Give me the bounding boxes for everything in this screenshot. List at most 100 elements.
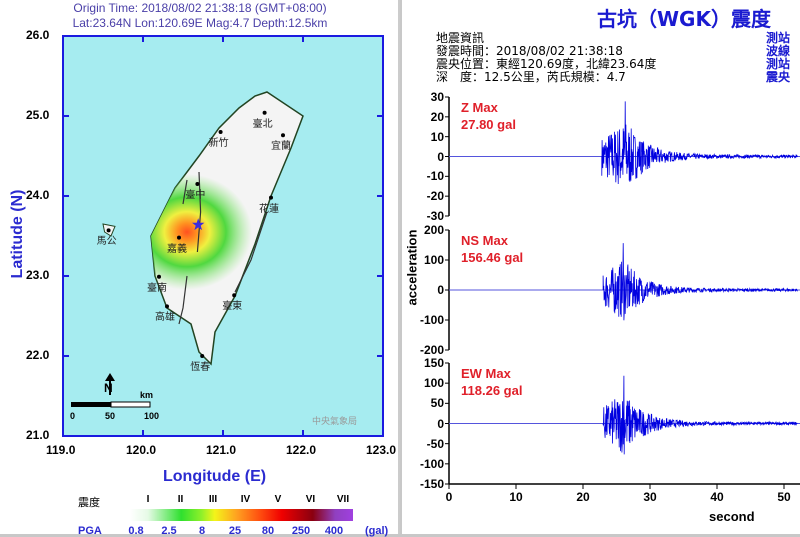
intensity-level-label: IV — [240, 494, 251, 505]
city-label: 臺東 — [222, 301, 243, 313]
pga-unit: (gal) — [365, 525, 389, 537]
info-title: 地震資訊 — [436, 31, 485, 45]
intensity-level-label: V — [274, 494, 282, 505]
longitude-tick: 119.0 — [46, 443, 76, 457]
y-tick-label: 30 — [430, 90, 444, 104]
max-value-ns: 156.46 gal — [461, 250, 524, 265]
city-dot — [269, 195, 273, 200]
intensity-legend-label: 震度 — [78, 496, 100, 509]
info-link-4[interactable]: 震央 — [766, 70, 791, 84]
y-tick-label: -20 — [426, 189, 444, 204]
scale-label: 0 — [70, 411, 76, 421]
pga-threshold-label: 80 — [261, 525, 275, 537]
fault-line — [196, 171, 202, 253]
x-tick-label: 30 — [643, 490, 657, 504]
city-dot — [200, 354, 205, 358]
pga-threshold-label: 8 — [198, 525, 206, 537]
longitude-tick: 121.0 — [206, 443, 237, 457]
city-dot — [262, 110, 267, 115]
y-tick-label: -10 — [426, 169, 444, 184]
y-tick-label: 150 — [423, 356, 444, 370]
y-tick-label: 10 — [430, 129, 444, 144]
info-link-2[interactable]: 波線 — [766, 44, 791, 58]
taiwan-map — [62, 35, 384, 437]
city-dot — [281, 133, 285, 138]
station-title: 古坑（WGK）震度 — [597, 7, 771, 31]
y-tick-label: 20 — [430, 109, 444, 124]
scale-label: 100 — [144, 411, 160, 421]
city-label: 馬公 — [96, 236, 117, 248]
y-tick-label: 50 — [430, 396, 444, 411]
waveform-ns — [602, 243, 798, 321]
origin-time: Origin Time: 2018/08/02 21:38:18 (GMT+08… — [73, 1, 327, 15]
fault-line — [178, 275, 188, 325]
info-origin-time: 發震時間：2018/08/02 21:38:18 — [436, 44, 623, 58]
info-epicenter: 震央位置：東經120.69度，北緯23.64度 — [436, 57, 657, 71]
scale-bar-empty — [110, 401, 151, 408]
city-dot — [195, 182, 200, 186]
latitude-tick: 21.0 — [26, 428, 50, 442]
y-tick-label: -100 — [419, 456, 444, 471]
latitude-tick: 22.0 — [26, 348, 50, 362]
city-dot — [157, 274, 161, 279]
x-tick-label: 10 — [509, 490, 523, 504]
intensity-level-label: III — [208, 494, 218, 505]
latitude-tick: 23.0 — [26, 268, 50, 282]
city-label: 新竹 — [208, 138, 229, 149]
max-label-ns: NS Max — [461, 233, 508, 248]
pga-threshold-label: 2.5 — [161, 525, 177, 537]
intensity-color-bar — [130, 509, 353, 521]
pga-threshold-label: 400 — [324, 525, 344, 537]
waveform-ew — [602, 375, 798, 455]
y-tick-label: -50 — [426, 436, 444, 451]
y-tick-label: -150 — [419, 477, 444, 491]
y-tick-label: 200 — [423, 223, 444, 237]
y-tick-label: 0 — [437, 149, 444, 164]
longitude-tick: 122.0 — [286, 443, 317, 457]
y-tick-label: -30 — [426, 209, 444, 223]
epicenter-star-icon — [192, 218, 205, 231]
y-tick-label: -100 — [419, 313, 444, 327]
city-label: 花蓮 — [259, 203, 279, 215]
scale-label: 50 — [105, 411, 116, 421]
city-label: 宜蘭 — [271, 141, 291, 153]
info-link-1[interactable]: 測站 — [766, 31, 791, 45]
city-label: 臺南 — [147, 282, 167, 294]
intensity-map-panel: Origin Time: 2018/08/02 21:38:18 (GMT+08… — [0, 0, 400, 537]
latitude-tick: 24.0 — [26, 188, 50, 202]
intensity-level-label: VII — [336, 494, 350, 505]
fault-line — [234, 211, 268, 293]
event-location: Lat:23.64N Lon:120.69E Mag:4.7 Depth:12.… — [72, 16, 328, 30]
x-tick-label: 50 — [777, 490, 791, 504]
latitude-tick: 25.0 — [26, 108, 50, 122]
max-value-z: 27.80 gal — [461, 117, 516, 132]
city-dot — [218, 130, 223, 134]
city-dot — [165, 304, 169, 309]
longitude-tick: 123.0 — [366, 443, 397, 457]
fault-line — [182, 179, 188, 205]
pga-label: PGA — [78, 525, 102, 537]
x-tick-label: 0 — [445, 490, 453, 504]
longitude-tick: 120.0 — [126, 443, 157, 457]
info-link-3[interactable]: 測站 — [766, 57, 791, 71]
info-depth-mag: 深 度：12.5公里，芮氏規模：4.7 — [436, 70, 626, 84]
waveform-z — [601, 101, 798, 185]
y-tick-label: 100 — [423, 376, 444, 391]
scale-unit: km — [140, 390, 154, 400]
max-label-ew: EW Max — [461, 366, 511, 381]
city-dot — [177, 235, 181, 240]
latitude-tick: 26.0 — [26, 28, 50, 42]
y-tick-label: -200 — [419, 343, 444, 357]
scale-bar-filled — [71, 402, 111, 407]
intensity-level-label: I — [146, 494, 150, 505]
pga-threshold-label: 25 — [228, 525, 242, 537]
waveform-panel: 古坑（WGK）震度 地震資訊 發震時間：2018/08/02 21:38:18 … — [402, 0, 800, 534]
y-tick-label: 100 — [423, 253, 444, 267]
city-dot — [232, 293, 237, 298]
north-label: N — [104, 381, 113, 395]
cwb-watermark: 中央氣象局 — [312, 417, 358, 427]
pga-threshold-label: 250 — [291, 525, 311, 537]
x-axis-title: second — [709, 509, 755, 524]
north-arrow-icon — [105, 373, 115, 395]
waveform-chart — [445, 96, 800, 489]
